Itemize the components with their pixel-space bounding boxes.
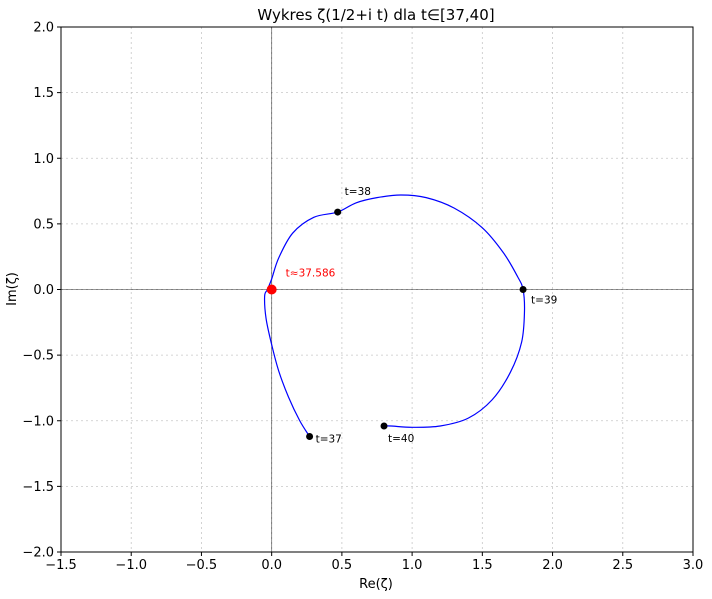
point-marker <box>519 286 527 293</box>
y-tick-label: 0.0 <box>33 283 54 298</box>
y-tick-label: −2.0 <box>22 546 54 561</box>
point-marker <box>380 422 388 430</box>
y-tick-label: 1.0 <box>33 152 54 167</box>
x-tick-label: −1.5 <box>45 558 77 573</box>
x-tick-label: 0.0 <box>261 558 282 573</box>
x-tick-label: 3.0 <box>683 558 704 573</box>
point-marker <box>306 433 314 440</box>
x-axis-label: Re(ζ) <box>359 577 393 592</box>
y-tick-label: 0.5 <box>33 217 54 232</box>
plot-frame <box>60 26 694 553</box>
ticks: −1.5 −1.0 −0.5 0.0 0.5 1.0 1.5 2.0 2.5 3.0−2.0−1.… <box>22 21 703 574</box>
zeta-curve-line <box>263 194 526 437</box>
point-annotation: t=37 <box>316 434 342 446</box>
y-tick-label: 2.0 <box>33 21 54 36</box>
point-annotation: t=40 <box>388 433 414 445</box>
x-tick-label: −0.5 <box>186 558 218 573</box>
chart-title: Wykres ζ(1/2+i t) dla t∈[37,40] <box>257 6 494 24</box>
x-tick-label: 2.0 <box>542 558 563 573</box>
y-tick-label: −1.5 <box>22 480 54 495</box>
x-tick-label: 1.5 <box>472 558 493 573</box>
y-tick-label: −0.5 <box>22 349 54 364</box>
zeta-curve-group <box>263 194 526 437</box>
y-tick-label: 1.5 <box>33 86 54 101</box>
y-axis-label: Im(ζ) <box>5 272 20 306</box>
x-tick-label: 2.5 <box>612 558 633 573</box>
x-tick-label: 1.0 <box>402 558 423 573</box>
point-marker <box>334 208 342 216</box>
zero-annotation: t≈37.586 <box>286 268 336 280</box>
x-tick-label: −1.0 <box>115 558 147 573</box>
point-annotation: t=38 <box>345 186 371 198</box>
zero-marker <box>266 284 277 295</box>
point-annotation: t=39 <box>531 295 557 307</box>
point-markers: t=37 t=38 t=39 t=40 t≈37.586 <box>266 186 557 446</box>
y-tick-label: −1.0 <box>22 414 54 429</box>
x-tick-label: 0.5 <box>332 558 353 573</box>
